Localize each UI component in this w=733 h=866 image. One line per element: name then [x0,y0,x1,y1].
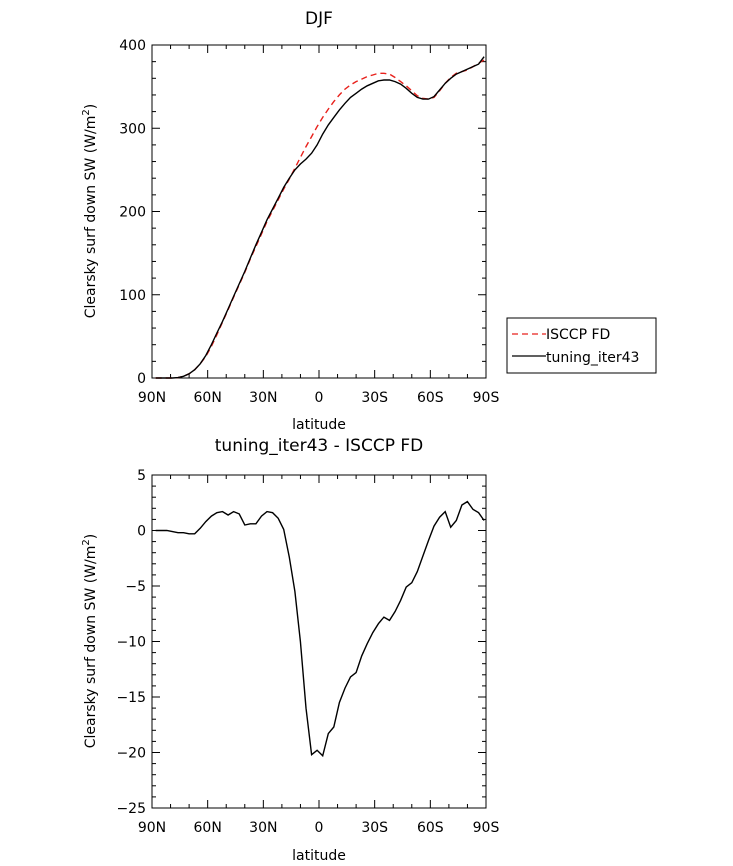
bottom-chart-title: tuning_iter43 - ISCCP FD [215,436,423,456]
y-tick-label: −20 [116,746,146,762]
y-tick-label: −25 [116,801,146,817]
legend-label-tuning-iter43: tuning_iter43 [546,350,639,366]
top-y-axis-label: Clearsky surf down SW (W/m2) [81,104,99,318]
x-tick-label: 30S [361,820,388,836]
y-tick-label: −10 [116,635,146,651]
x-tick-label: 90N [138,390,166,406]
y-tick-label: −15 [116,690,146,706]
series-line-tuning-iter43-isccp-fd [155,500,485,758]
bottom-plot-area: 90N 60N 30N 0 30S 60S 90S −25 −20 −15 −10 −5 0 5 [116,468,499,836]
legend-box [506,317,657,374]
x-tick-label: 60N [194,390,222,406]
y-tick-label: 400 [119,38,146,54]
y-tick-label: 100 [119,288,146,304]
x-tick-label: 30N [249,820,277,836]
bottom-y-axis-label: Clearsky surf down SW (W/m2) [81,534,99,748]
top-x-axis-label: latitude [292,417,346,433]
x-tick-label: 30S [361,390,388,406]
x-tick-label: 60S [417,820,444,836]
y-tick-label: 200 [119,205,146,221]
bottom-x-axis-label: latitude [292,848,346,864]
series-line-tuning-iter43 [155,56,485,379]
top-plot-area: 90N 60N 30N 0 30S 60S 90S 0 100 200 300 400 [119,38,499,406]
x-tick-label: 0 [315,820,324,836]
y-tick-label: −5 [125,579,146,595]
series-line-isccp-fd [155,59,485,379]
legend: ISCCP FD tuning_iter43 [506,317,657,374]
x-tick-label: 90S [473,390,500,406]
y-tick-label: 0 [137,371,146,387]
x-tick-label: 0 [315,390,324,406]
x-tick-label: 90S [473,820,500,836]
x-tick-label: 30N [249,390,277,406]
y-tick-label: 0 [137,524,146,540]
top-chart-title: DJF [305,9,333,29]
x-tick-label: 60S [417,390,444,406]
y-tick-label: 300 [119,121,146,137]
x-tick-label: 60N [194,820,222,836]
legend-label-isccp-fd: ISCCP FD [546,327,610,343]
top-panel: DJF 90N 60N 30N 0 30S 60S 90S 0 100 200 300 400 lat… [81,9,499,433]
x-tick-label: 90N [138,820,166,836]
y-tick-label: 5 [137,468,146,484]
bottom-panel: tuning_iter43 - ISCCP FD 90N 60N 30N 0 30S 60… [81,436,499,864]
